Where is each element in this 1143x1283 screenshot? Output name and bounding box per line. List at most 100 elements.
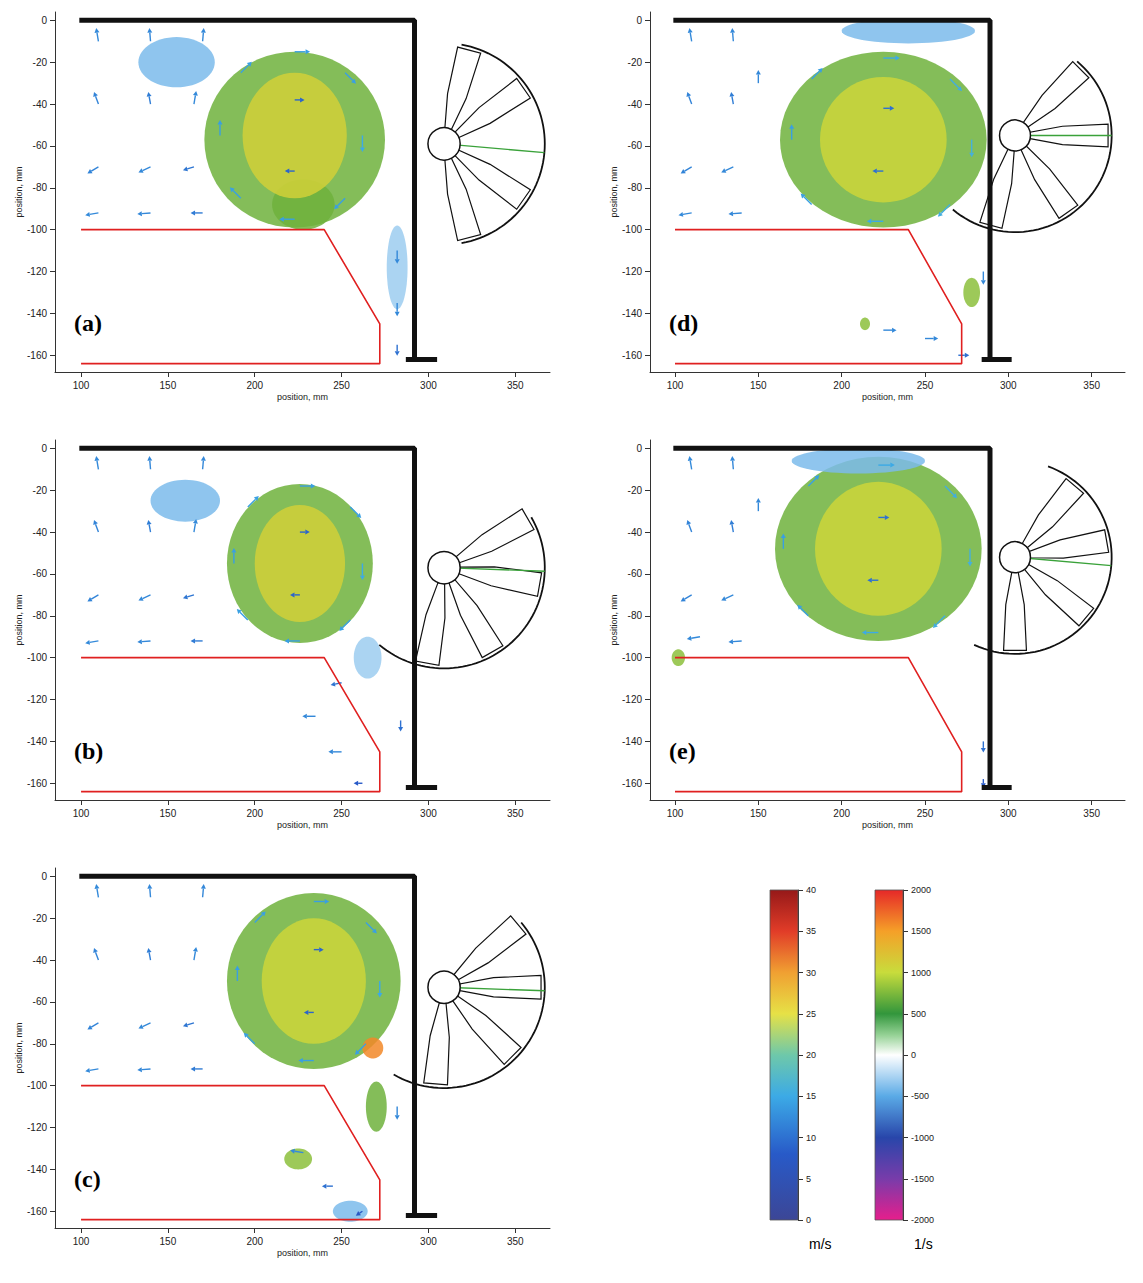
svg-text:300: 300 (1000, 808, 1017, 819)
svg-text:15: 15 (806, 1091, 816, 1101)
svg-text:300: 300 (420, 380, 437, 391)
svg-text:position, mm: position, mm (609, 594, 619, 645)
svg-text:150: 150 (160, 808, 177, 819)
svg-text:position, mm: position, mm (14, 166, 24, 217)
svg-text:150: 150 (750, 380, 767, 391)
svg-text:-2000: -2000 (911, 1215, 934, 1225)
svg-text:-140: -140 (622, 736, 642, 747)
svg-text:-60: -60 (628, 568, 643, 579)
svg-text:(a): (a) (74, 310, 102, 336)
svg-text:0: 0 (636, 15, 642, 26)
svg-text:35: 35 (806, 926, 816, 936)
svg-text:-500: -500 (911, 1091, 929, 1101)
svg-text:-100: -100 (622, 652, 642, 663)
svg-text:150: 150 (160, 1236, 177, 1247)
svg-text:250: 250 (917, 808, 934, 819)
svg-text:-160: -160 (27, 778, 47, 789)
svg-text:2000: 2000 (911, 885, 931, 895)
svg-text:200: 200 (246, 808, 263, 819)
svg-text:-20: -20 (628, 485, 643, 496)
svg-text:100: 100 (73, 1236, 90, 1247)
svg-text:0: 0 (636, 443, 642, 454)
svg-text:position, mm: position, mm (277, 392, 328, 402)
svg-text:-140: -140 (622, 308, 642, 319)
svg-text:-40: -40 (628, 99, 643, 110)
svg-text:-60: -60 (33, 140, 48, 151)
svg-text:250: 250 (333, 808, 350, 819)
svg-text:250: 250 (917, 380, 934, 391)
svg-text:500: 500 (911, 1009, 926, 1019)
svg-text:(e): (e) (669, 738, 696, 764)
svg-text:(d): (d) (669, 310, 698, 336)
svg-text:-60: -60 (33, 568, 48, 579)
svg-text:-100: -100 (622, 224, 642, 235)
svg-text:100: 100 (73, 808, 90, 819)
svg-text:300: 300 (420, 1236, 437, 1247)
svg-text:-160: -160 (27, 1206, 47, 1217)
svg-text:150: 150 (750, 808, 767, 819)
svg-text:-1000: -1000 (911, 1133, 934, 1143)
svg-text:-120: -120 (27, 1122, 47, 1133)
svg-text:position, mm: position, mm (277, 1248, 328, 1258)
svg-text:250: 250 (333, 1236, 350, 1247)
svg-text:-40: -40 (628, 527, 643, 538)
svg-text:-80: -80 (33, 182, 48, 193)
svg-text:350: 350 (507, 808, 524, 819)
svg-text:-60: -60 (628, 140, 643, 151)
svg-text:0: 0 (41, 443, 47, 454)
svg-text:0: 0 (911, 1050, 916, 1060)
svg-text:200: 200 (833, 380, 850, 391)
svg-text:1000: 1000 (911, 968, 931, 978)
svg-text:-120: -120 (27, 694, 47, 705)
svg-text:0: 0 (806, 1215, 811, 1225)
svg-text:-140: -140 (27, 736, 47, 747)
svg-text:-20: -20 (628, 57, 643, 68)
svg-text:-80: -80 (33, 610, 48, 621)
svg-text:200: 200 (246, 1236, 263, 1247)
svg-text:350: 350 (1083, 808, 1100, 819)
svg-text:-160: -160 (622, 778, 642, 789)
svg-text:(c): (c) (74, 1166, 101, 1192)
svg-text:5: 5 (806, 1174, 811, 1184)
svg-text:-100: -100 (27, 652, 47, 663)
svg-text:0: 0 (41, 871, 47, 882)
svg-text:350: 350 (1083, 380, 1100, 391)
svg-text:-20: -20 (33, 913, 48, 924)
svg-text:-80: -80 (628, 182, 643, 193)
svg-text:-20: -20 (33, 57, 48, 68)
svg-text:position, mm: position, mm (277, 820, 328, 830)
svg-text:position, mm: position, mm (609, 166, 619, 217)
svg-text:100: 100 (667, 380, 684, 391)
svg-text:-20: -20 (33, 485, 48, 496)
svg-text:25: 25 (806, 1009, 816, 1019)
svg-text:m/s: m/s (809, 1236, 832, 1252)
svg-text:-140: -140 (27, 308, 47, 319)
svg-text:-80: -80 (33, 1038, 48, 1049)
svg-text:-100: -100 (27, 224, 47, 235)
svg-text:20: 20 (806, 1050, 816, 1060)
svg-text:-120: -120 (27, 266, 47, 277)
svg-text:200: 200 (246, 380, 263, 391)
svg-text:0: 0 (41, 15, 47, 26)
svg-text:position, mm: position, mm (14, 1022, 24, 1073)
svg-text:350: 350 (507, 1236, 524, 1247)
svg-text:1500: 1500 (911, 926, 931, 936)
svg-text:(b): (b) (74, 738, 103, 764)
svg-text:1/s: 1/s (914, 1236, 933, 1252)
svg-text:40: 40 (806, 885, 816, 895)
svg-text:-80: -80 (628, 610, 643, 621)
svg-text:-40: -40 (33, 99, 48, 110)
svg-text:-120: -120 (622, 266, 642, 277)
svg-text:-160: -160 (622, 350, 642, 361)
svg-text:-40: -40 (33, 527, 48, 538)
svg-text:-40: -40 (33, 955, 48, 966)
svg-text:100: 100 (667, 808, 684, 819)
svg-text:-120: -120 (622, 694, 642, 705)
svg-text:250: 250 (333, 380, 350, 391)
svg-text:-100: -100 (27, 1080, 47, 1091)
svg-text:30: 30 (806, 968, 816, 978)
svg-text:position, mm: position, mm (862, 820, 913, 830)
svg-text:100: 100 (73, 380, 90, 391)
svg-text:-160: -160 (27, 350, 47, 361)
svg-text:350: 350 (507, 380, 524, 391)
